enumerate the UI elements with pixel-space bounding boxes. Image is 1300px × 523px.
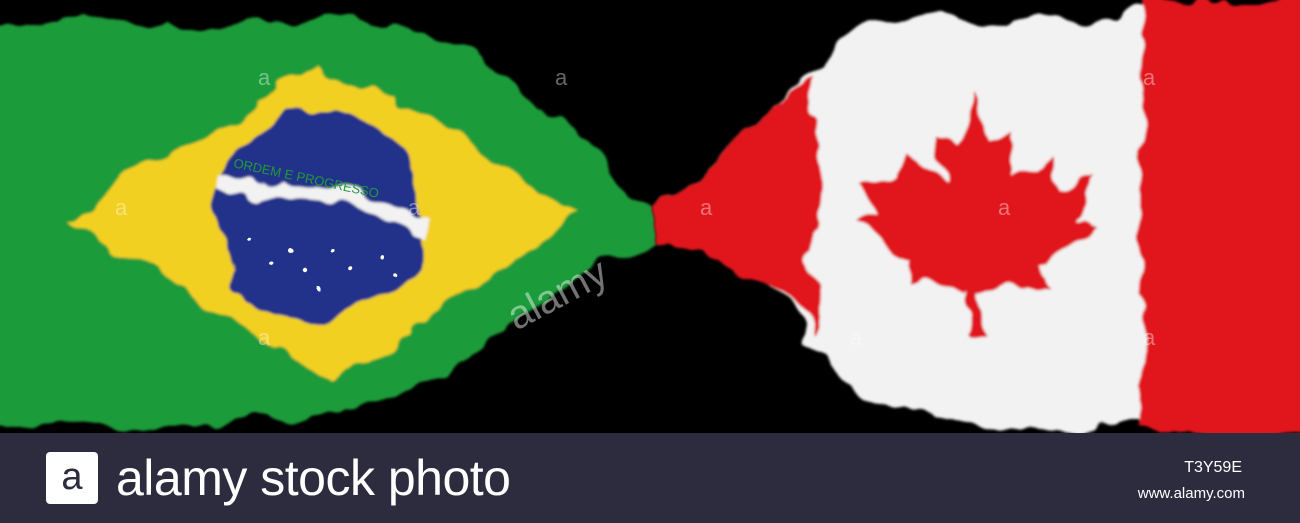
watermark-letter: a [1143,65,1156,90]
flag-photo: ORDEM E PROGRESSO a a a a a a a a a a al… [0,0,1300,433]
watermark-letter: a [115,195,128,220]
watermark-letter: a [258,65,271,90]
watermark-letter: a [408,195,421,220]
watermark-letter: a [555,65,568,90]
watermark-letter: a [700,195,713,220]
site-url[interactable]: www.alamy.com [1137,485,1245,502]
brand-text: alamy stock photo [116,450,511,506]
footer-bar [0,433,1300,523]
brazil-stars [248,238,397,292]
smoky-flags-illustration: ORDEM E PROGRESSO a a a a a a a a a a [0,0,1300,433]
watermark-letter: a [850,325,863,350]
watermark-letter: a [998,195,1011,220]
canada-flag [650,0,1300,433]
watermark-marks: a a a a a a a a a a [115,65,1156,350]
alamy-logo[interactable]: a [46,452,98,504]
image-id: T3Y59E [1184,459,1242,476]
logo-letter: a [61,456,83,498]
brazil-flag [0,18,650,426]
watermark-letter: a [1143,325,1156,350]
watermark-letter: a [258,325,271,350]
